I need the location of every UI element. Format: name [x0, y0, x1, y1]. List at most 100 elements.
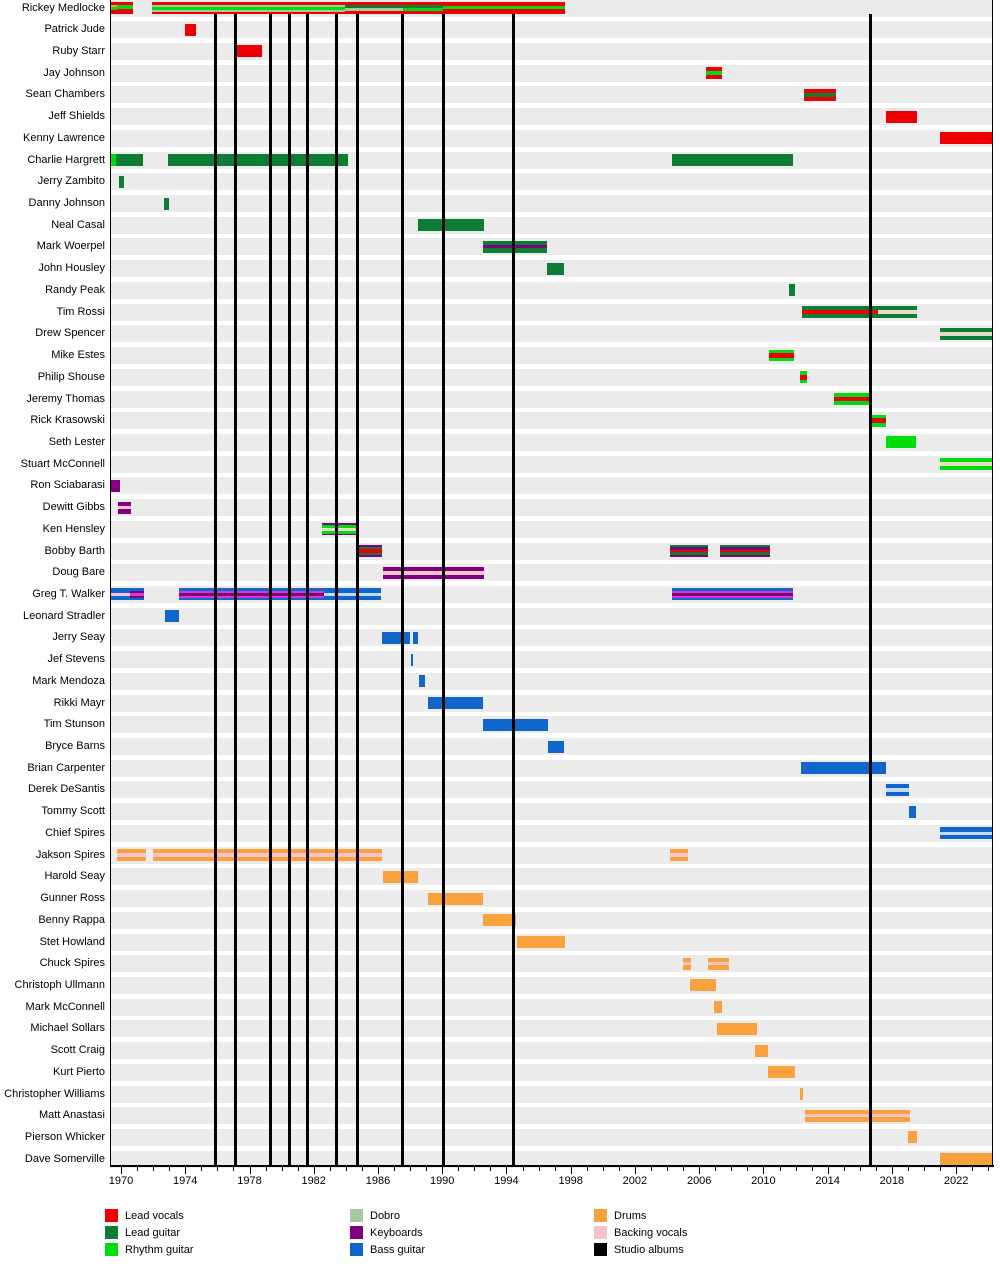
lead-guitar-swatch-icon — [105, 1226, 118, 1239]
timeline-bar — [152, 2, 345, 14]
bar-stripe — [413, 631, 419, 644]
bar-stripe — [168, 154, 349, 166]
timeline-bar — [153, 849, 382, 862]
bar-stripe — [382, 566, 484, 571]
bar-stripe — [119, 175, 125, 188]
timeline-bar — [755, 1044, 769, 1057]
bar-stripe — [670, 849, 688, 854]
legend-label: Studio albums — [614, 1243, 684, 1256]
bar-stripe — [321, 523, 358, 525]
x-axis-major-tick — [506, 1167, 508, 1174]
bar-stripe — [671, 593, 794, 596]
bar-stripe — [410, 653, 414, 666]
member-name: Gunner Ross — [40, 892, 105, 904]
timeline-bar — [324, 588, 382, 601]
x-axis-minor-tick — [602, 1167, 604, 1171]
legend-item-lead-guitar: Lead guitar — [105, 1226, 180, 1239]
x-axis-minor-tick — [875, 1167, 877, 1171]
bar-stripe — [670, 545, 708, 548]
row-band — [110, 195, 993, 212]
timeline-bar — [878, 306, 917, 319]
x-axis-minor-tick — [281, 1167, 283, 1171]
timeline-bar — [382, 631, 411, 644]
legend-item-bass-guitar: Bass guitar — [350, 1243, 425, 1256]
studio-album-line — [442, 14, 446, 1165]
bar-stripe — [801, 309, 879, 315]
x-axis-tick-label: 1982 — [301, 1175, 326, 1187]
timeline-bar — [671, 154, 794, 166]
x-axis-minor-tick — [795, 1167, 797, 1171]
legend-label: Lead vocals — [125, 1209, 184, 1222]
x-axis-minor-tick — [747, 1167, 749, 1171]
bar-stripe — [117, 853, 146, 857]
member-name: Harold Seay — [44, 870, 105, 883]
bar-stripe — [117, 8, 134, 14]
x-axis-minor-tick — [651, 1167, 652, 1171]
bar-stripe — [940, 462, 993, 466]
bar-stripe — [153, 856, 382, 862]
bar-stripe — [178, 595, 325, 598]
timeline-bar — [690, 979, 716, 992]
studio-album-line — [288, 14, 292, 1165]
x-axis-minor-tick — [137, 1167, 139, 1171]
bar-stripe — [153, 849, 382, 854]
legend-label: Drums — [614, 1209, 647, 1222]
x-axis-line — [110, 1165, 994, 1167]
timeline-bar — [885, 110, 917, 123]
member-name: Benny Rappa — [38, 913, 105, 926]
member-name: Ken Hensley — [42, 522, 105, 535]
bar-stripe — [547, 262, 565, 275]
bar-stripe — [321, 533, 358, 536]
timeline-bar — [129, 588, 145, 601]
timeline-bar — [402, 2, 443, 14]
timeline-bar — [708, 957, 729, 970]
row-band — [110, 542, 993, 560]
bar-stripe — [670, 552, 708, 555]
row-band — [110, 281, 993, 299]
timeline-bar — [800, 1088, 804, 1100]
member-name: Drew Spencer — [35, 327, 105, 340]
timeline-bar — [885, 783, 909, 796]
member-name: Kenny Lawrence — [23, 131, 105, 144]
member-name: John Housley — [38, 262, 105, 275]
legend-label: Bass guitar — [370, 1243, 426, 1256]
bar-stripe — [109, 592, 130, 596]
bar-stripe — [427, 697, 484, 709]
bar-stripe — [236, 45, 263, 58]
bar-stripe — [165, 610, 179, 623]
bar-stripe — [321, 527, 358, 531]
member-name: Jeff Shields — [48, 110, 105, 123]
bar-stripe — [129, 595, 145, 599]
bar-stripe — [321, 524, 358, 528]
bar-stripe — [178, 590, 325, 594]
bar-stripe — [805, 1117, 910, 1122]
bar-stripe — [940, 132, 993, 145]
timeline-bar — [805, 1109, 910, 1122]
row-band — [110, 412, 993, 430]
bar-stripe — [801, 314, 879, 319]
plot-left-border — [110, 0, 111, 1165]
bar-stripe — [345, 4, 403, 8]
timeline-bar — [418, 219, 484, 232]
bar-stripe — [868, 423, 887, 427]
bar-stripe — [153, 853, 382, 857]
bar-stripe — [548, 740, 565, 753]
member-name: Bobby Barth — [44, 544, 105, 557]
row-band — [110, 108, 993, 126]
bar-stripe — [357, 545, 382, 547]
timeline-bar — [720, 545, 770, 557]
timeline-bar — [165, 610, 179, 623]
bar-stripe — [716, 1022, 757, 1035]
x-axis-minor-tick — [297, 1167, 299, 1171]
studio-album-line — [268, 14, 272, 1165]
x-axis-major-tick — [313, 1167, 315, 1174]
bar-stripe — [109, 154, 117, 166]
timeline-bar — [109, 154, 117, 166]
timeline-bar — [940, 458, 993, 471]
x-axis-minor-tick — [361, 1167, 363, 1171]
member-name: Kurt Pierto — [53, 1065, 105, 1078]
row-band — [110, 890, 993, 907]
timeline-bar — [345, 2, 403, 14]
row-band — [110, 520, 993, 538]
bar-stripe — [878, 314, 917, 319]
